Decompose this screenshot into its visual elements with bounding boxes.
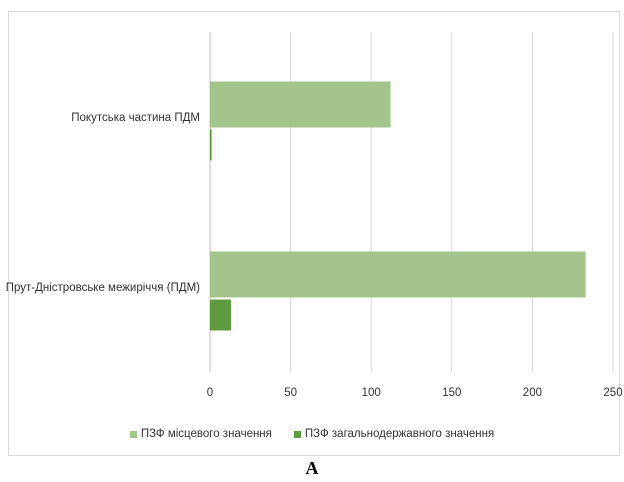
x-tick-label: 250 [603,387,622,399]
panel-label: А [305,458,319,478]
bar-national [210,129,212,161]
x-tick-label: 150 [442,387,461,399]
legend-swatch-local [129,430,137,438]
bar-local [210,81,391,128]
chart-legend: ПЗФ місцевого значення ПЗФ загальнодержа… [0,426,624,442]
legend-item-local: ПЗФ місцевого значення [129,428,272,440]
legend-label-local: ПЗФ місцевого значення [140,428,272,440]
legend-swatch-national [293,430,301,438]
x-tick-label: 200 [523,387,542,399]
x-tick-label: 100 [362,387,381,399]
bar-local [210,251,586,298]
category-label: Покутська частина ПДМ [71,112,200,124]
x-tick-label: 50 [284,387,297,399]
legend-item-national: ПЗФ загальнодержавного значення [293,428,495,440]
x-tick-label: 0 [207,387,213,399]
bar-national [210,299,231,331]
legend-label-national: ПЗФ загальнодержавного значення [304,428,495,440]
category-label: Прут-Дністровське межиріччя (ПДМ) [6,282,200,294]
